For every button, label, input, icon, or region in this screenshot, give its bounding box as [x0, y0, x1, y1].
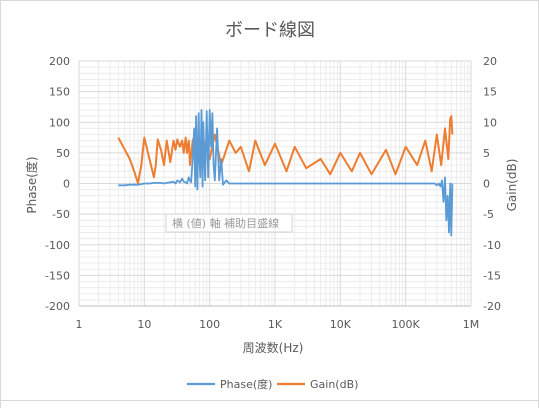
x-tick-label: 10K	[330, 318, 352, 331]
y-left-tick-label: 50	[56, 147, 70, 160]
y-right-tick-label: 20	[483, 55, 497, 68]
series-lines	[117, 109, 454, 237]
chart-title: ボード線図	[225, 20, 315, 41]
y-right-axis-title: Gain(dB)	[505, 159, 519, 212]
frame-bottom-border	[0, 400, 539, 401]
x-tick-label: 10	[137, 318, 151, 331]
gain-series-line	[117, 115, 454, 185]
gridline-tooltip-box	[165, 213, 293, 233]
gridline-tooltip-text: 横 (値) 軸 補助目盛線	[172, 216, 279, 230]
y-left-tick-label: 150	[49, 86, 70, 99]
phase-series-line	[118, 109, 454, 237]
frame-top-border	[0, 0, 539, 1]
y-right-tick-label: 0	[483, 178, 490, 191]
y-left-tick-label: -50	[52, 208, 70, 221]
gridline-tooltip: 横 (値) 軸 補助目盛線	[165, 213, 293, 233]
x-tick-label: 1M	[463, 318, 480, 331]
y-left-axis-title: Phase(度)	[24, 156, 39, 213]
frame-left-border	[0, 0, 1, 408]
y-left-tick-label: 100	[49, 116, 70, 129]
y-right-tick-label: -10	[483, 239, 501, 252]
y-right-tick-label: -15	[483, 269, 501, 282]
y-left-tick-label: 200	[49, 55, 70, 68]
y-right-tick-label: -20	[483, 300, 501, 313]
legend: Phase(度) Gain(dB)	[187, 377, 358, 391]
y-left-tick-label: -150	[45, 269, 70, 282]
legend-phase-label: Phase(度)	[220, 377, 272, 391]
y-left-tick-label: 0	[63, 178, 70, 191]
legend-gain-label: Gain(dB)	[310, 378, 358, 391]
x-tick-label: 1K	[268, 318, 283, 331]
x-tick-label: 1	[76, 318, 83, 331]
y-right-tick-label: 15	[483, 86, 497, 99]
y-left-tick-label: -200	[45, 300, 70, 313]
x-tick-label: 100K	[392, 318, 421, 331]
y-left-tick-label: -100	[45, 239, 70, 252]
y-right-tick-label: -5	[483, 208, 494, 221]
y-right-tick-label: 10	[483, 116, 497, 129]
x-tick-label: 100	[199, 318, 220, 331]
x-axis-title: 周波数(Hz)	[243, 340, 304, 355]
y-right-tick-label: 5	[483, 147, 490, 160]
